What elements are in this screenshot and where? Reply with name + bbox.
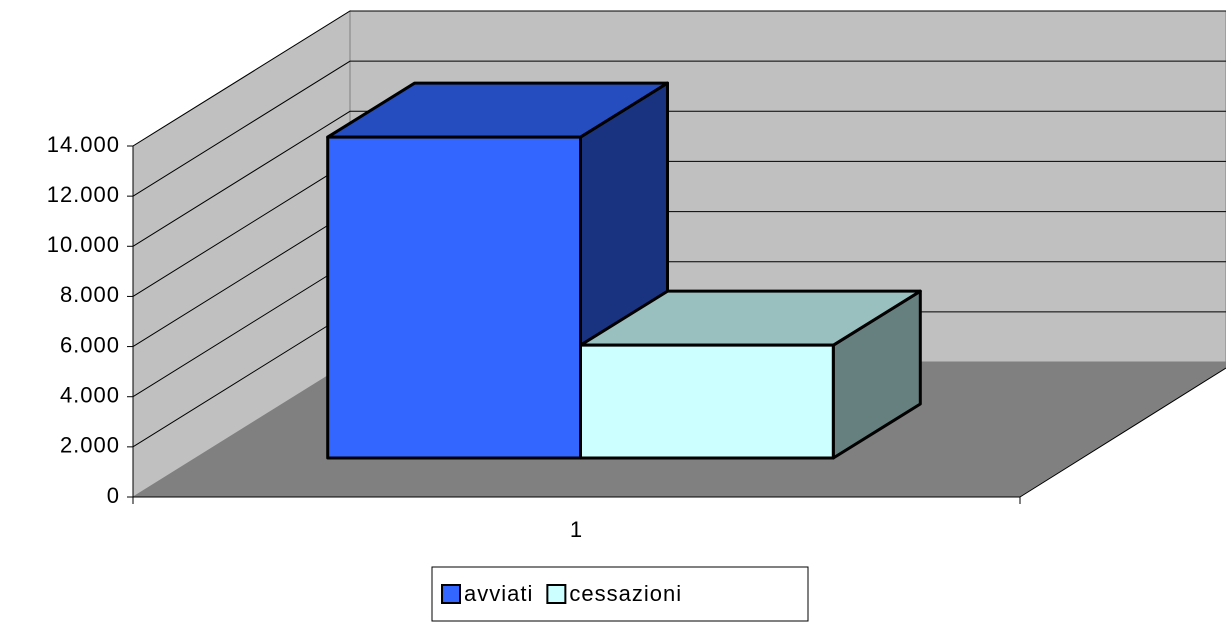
y-tick-label: 10.000	[47, 232, 120, 257]
y-tick-label: 2.000	[60, 433, 120, 458]
legend-label: cessazioni	[569, 581, 682, 606]
floor-edge	[1019, 367, 1226, 498]
legend-swatch	[546, 584, 567, 604]
y-tick-label: 6.000	[60, 332, 120, 357]
grid-line	[132, 110, 1226, 247]
y-tick-label: 14.000	[47, 132, 120, 157]
y-tick-label: 8.000	[60, 282, 120, 307]
legend-swatch	[441, 584, 461, 604]
bar	[326, 135, 582, 460]
grid-line	[132, 10, 1226, 147]
y-tick-label: 0	[107, 483, 120, 508]
bar	[579, 343, 835, 460]
legend-label: avviati	[464, 581, 533, 606]
x-tick-label: 1	[570, 517, 583, 542]
legend	[431, 566, 809, 622]
y-tick-label: 4.000	[60, 383, 120, 408]
grid-line	[132, 60, 1226, 197]
y-tick-label: 12.000	[47, 182, 120, 207]
